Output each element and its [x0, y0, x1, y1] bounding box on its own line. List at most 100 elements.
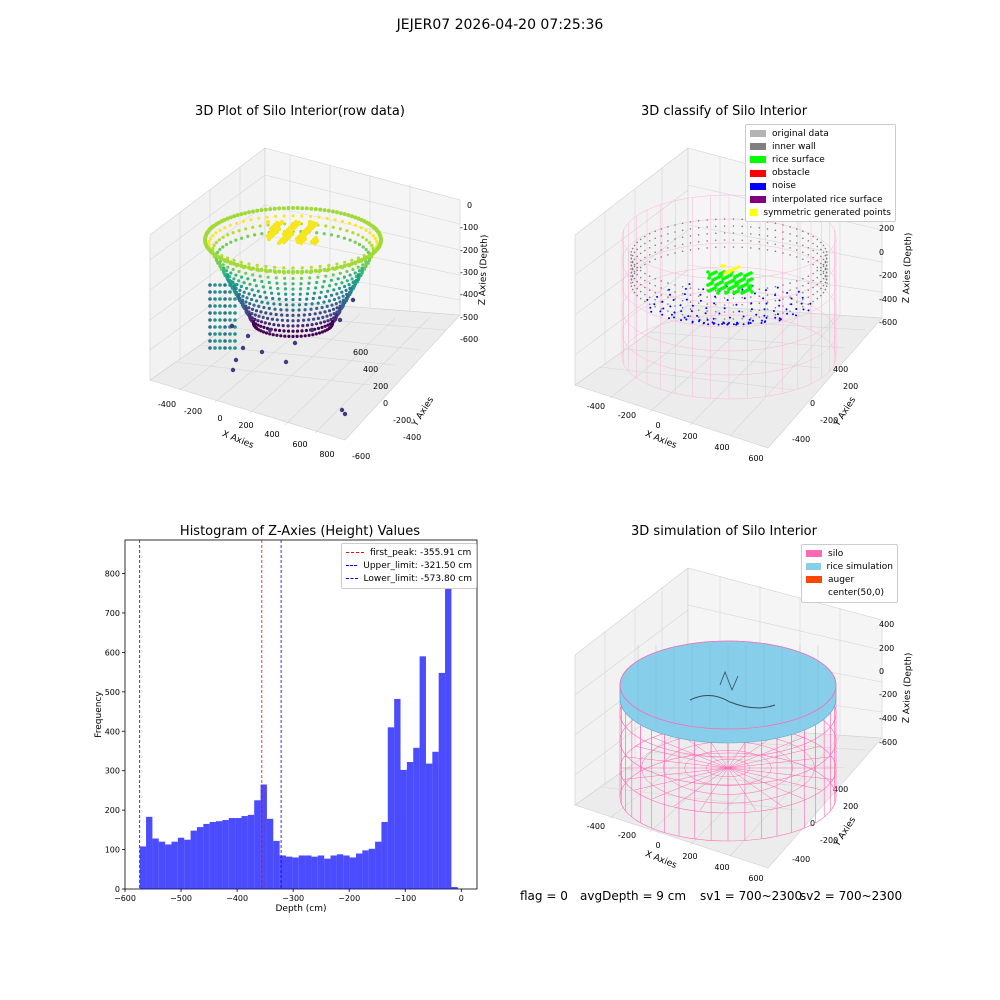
plot1-zlabel: Z Axies (Depth) — [478, 235, 490, 306]
plot1-point — [268, 332, 272, 336]
plot2-noise-point — [765, 302, 768, 305]
histogram-xtick: −500 — [170, 894, 192, 903]
plot1-point — [245, 333, 251, 339]
plot1-point — [241, 294, 245, 298]
histogram-ytick: 300 — [105, 767, 120, 776]
plot2-noise-point — [702, 288, 705, 291]
plot1-point — [249, 218, 253, 222]
plot1-point — [291, 329, 295, 333]
plot2-wall-point — [630, 261, 632, 263]
plot2-noise-point — [690, 310, 693, 313]
plot2-noise-point — [670, 313, 673, 316]
plot1-point — [214, 231, 218, 235]
plot2-wall-point — [667, 233, 669, 235]
plot2-wall-point — [681, 250, 684, 253]
plot2-wall-point — [802, 298, 804, 301]
plot1-point — [283, 334, 287, 338]
plot1-point — [303, 334, 307, 338]
plot1-ytick: -200 — [393, 416, 411, 425]
plot2-wall-point — [774, 292, 777, 295]
plot2-wall-point — [689, 242, 692, 244]
plot2-noise-point — [717, 323, 720, 326]
plot2-wall-point — [822, 244, 825, 247]
plot2-wall-point — [633, 270, 636, 273]
plot1-point — [272, 323, 276, 327]
histogram-bar — [279, 855, 286, 889]
plot1-gridline — [199, 344, 396, 366]
plot1-point — [257, 314, 261, 318]
plot1-point — [231, 267, 235, 272]
plot2-wall-point — [812, 293, 814, 296]
plot2-wall-point — [732, 232, 735, 234]
plot1-point — [262, 325, 266, 329]
plot1-point — [281, 324, 285, 328]
plot2-wall-point — [644, 263, 646, 266]
plot2-wall-point — [732, 311, 735, 313]
plot2-wall-point — [631, 274, 634, 277]
plot2-noise-point — [797, 290, 800, 293]
plot1-point — [232, 277, 236, 281]
plot2-wall-point — [674, 245, 676, 247]
histogram-xtick: 0 — [459, 894, 464, 903]
plot2-wall-point — [674, 291, 676, 293]
plot1-point — [357, 242, 362, 247]
plot1-point — [346, 262, 351, 267]
plot2-wall-point — [654, 251, 656, 254]
plot1-point — [271, 333, 275, 337]
plot2-gridline — [609, 309, 721, 399]
plot1-point — [267, 306, 271, 310]
histogram-xtick: −600 — [114, 894, 136, 903]
plot1-point — [218, 262, 222, 266]
plot1-point — [218, 247, 222, 252]
plot2-ytick: -200 — [820, 416, 838, 425]
plot1-point — [357, 269, 362, 273]
legend2-label: interpolated rice surface — [772, 194, 883, 205]
plot2-wall-point — [826, 261, 828, 263]
plot1-point — [223, 290, 227, 294]
plot1-point — [213, 346, 217, 350]
plot1-point — [279, 308, 283, 312]
plot1-point — [258, 295, 262, 299]
plot2-wall-point — [689, 294, 692, 296]
plot2-wall-point — [824, 275, 827, 278]
plot1-point — [354, 223, 358, 227]
plot2-noise-point — [750, 308, 753, 311]
plot2-wall-point — [667, 296, 669, 298]
plot2-wall-point — [706, 317, 708, 319]
plot1-ztick: -200 — [460, 246, 478, 255]
plot1-point — [259, 324, 263, 328]
plot1-point — [291, 206, 295, 210]
legend4-label: rice simulation — [826, 561, 893, 572]
plot2-noise-point — [772, 310, 775, 312]
histogram-bar — [425, 763, 433, 889]
plot1-point — [350, 297, 356, 303]
plot2-wall-point — [636, 294, 638, 297]
plot2-noise-point — [790, 297, 793, 300]
plot1-point — [327, 299, 331, 303]
plot2-wall-point — [681, 299, 684, 302]
plot1-point — [283, 287, 287, 291]
plot2-noise-point — [763, 308, 766, 311]
plot2-noise-point — [741, 288, 744, 291]
plot2-rice-point — [733, 275, 737, 279]
plot4-gridline — [599, 786, 796, 811]
plot1-point — [320, 330, 324, 334]
plot1-point — [326, 289, 330, 293]
plot4-gridline — [729, 735, 841, 857]
plot2-wall-point — [633, 272, 636, 275]
plot2-wall-point — [816, 276, 819, 279]
plot2-wall-point — [802, 258, 804, 261]
plot1-point — [335, 210, 339, 215]
plot2-noise-point — [732, 323, 735, 326]
plot1-title: 3D Plot of Silo Interior(row data) — [195, 104, 405, 119]
plot1-point — [328, 284, 332, 288]
plot2-wall-point — [774, 299, 777, 302]
plot2-wall-point — [630, 265, 633, 267]
plot1-point — [213, 297, 217, 301]
plot1-point — [365, 238, 369, 242]
plot1-point — [304, 206, 309, 211]
plot2-noise-point — [753, 292, 756, 295]
plot1-point — [239, 260, 243, 264]
histogram-bar — [254, 800, 261, 889]
plot1-ztick: -400 — [460, 290, 478, 299]
